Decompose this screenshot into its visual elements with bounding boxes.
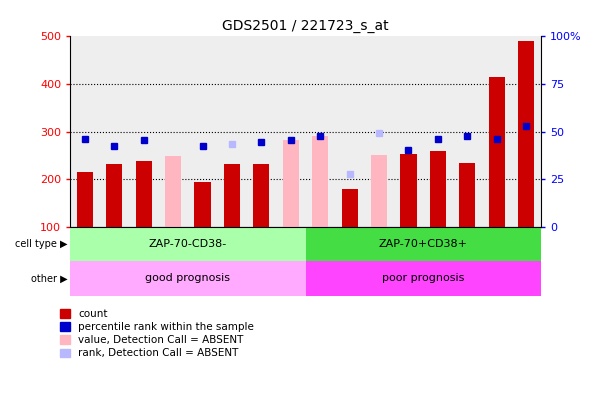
Text: poor prognosis: poor prognosis — [382, 273, 464, 283]
Bar — [254, 164, 269, 227]
Bar — [371, 156, 387, 227]
Title: GDS2501 / 221723_s_at: GDS2501 / 221723_s_at — [222, 19, 389, 33]
Bar — [482, 36, 511, 227]
Bar — [136, 161, 152, 227]
Bar — [511, 36, 541, 227]
Bar — [77, 172, 93, 227]
Bar — [430, 151, 446, 227]
Bar — [283, 140, 299, 227]
Bar — [188, 36, 218, 227]
Legend: count, percentile rank within the sample, value, Detection Call = ABSENT, rank, : count, percentile rank within the sample… — [60, 309, 254, 358]
Bar — [194, 181, 211, 227]
Bar — [306, 36, 335, 227]
Text: ZAP-70-CD38-: ZAP-70-CD38- — [148, 239, 227, 249]
Bar — [306, 227, 541, 261]
Bar — [312, 136, 328, 227]
Bar — [70, 261, 306, 296]
Bar — [70, 36, 100, 227]
Bar — [276, 36, 306, 227]
Bar — [489, 77, 505, 227]
Bar — [364, 36, 393, 227]
Bar — [335, 36, 364, 227]
Bar — [158, 36, 188, 227]
Bar — [400, 154, 417, 227]
Bar — [224, 164, 240, 227]
Bar — [423, 36, 453, 227]
Bar — [218, 36, 247, 227]
Text: other ▶: other ▶ — [31, 273, 68, 283]
Bar — [518, 41, 534, 227]
Bar — [247, 36, 276, 227]
Bar — [393, 36, 423, 227]
Text: cell type ▶: cell type ▶ — [15, 239, 68, 249]
Bar — [306, 261, 541, 296]
Bar — [106, 164, 122, 227]
Bar — [165, 156, 181, 227]
Bar — [342, 189, 357, 227]
Bar — [453, 36, 482, 227]
Text: ZAP-70+CD38+: ZAP-70+CD38+ — [379, 239, 467, 249]
Text: good prognosis: good prognosis — [145, 273, 230, 283]
Bar — [459, 162, 475, 227]
Bar — [100, 36, 129, 227]
Bar — [70, 227, 306, 261]
Bar — [129, 36, 158, 227]
